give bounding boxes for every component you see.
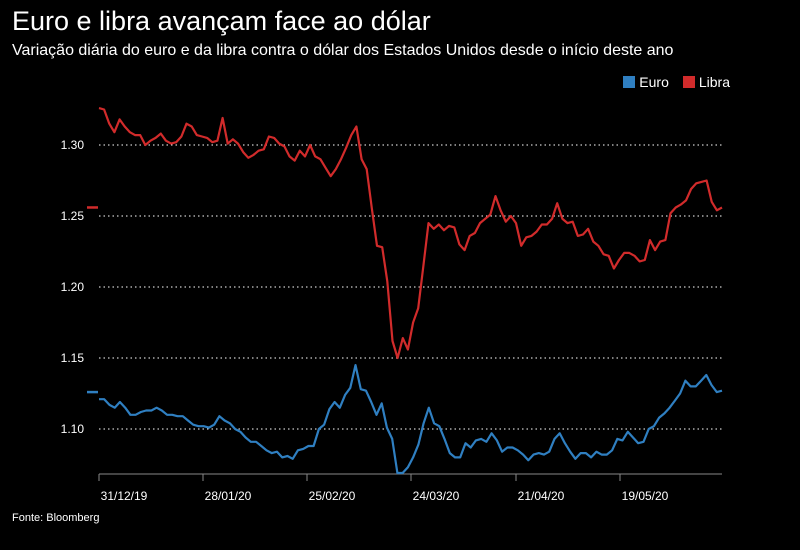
legend-item-libra: Libra bbox=[682, 74, 730, 90]
chart-subtitle: Variação diária do euro e da libra contr… bbox=[12, 42, 674, 59]
legend-swatch-euro bbox=[623, 76, 636, 88]
x-tick-label: 31/12/19 bbox=[101, 489, 148, 503]
y-tick-label: 1.25 bbox=[61, 209, 85, 223]
chart-title: Euro e libra avançam face ao dólar bbox=[12, 6, 431, 36]
x-tick-label: 28/01/20 bbox=[205, 489, 252, 503]
y-tick-label: 1.10 bbox=[61, 422, 85, 436]
legend-label-euro: Euro bbox=[639, 74, 669, 90]
legend-label-libra: Libra bbox=[698, 74, 730, 90]
chart-legend: Euro Libra bbox=[623, 74, 730, 90]
series-line-libra bbox=[98, 107, 723, 360]
x-tick-label: 24/03/20 bbox=[413, 489, 460, 503]
series-line-euro bbox=[99, 364, 723, 475]
x-tick-label: 25/02/20 bbox=[309, 489, 356, 503]
x-tick-label: 19/05/20 bbox=[622, 489, 669, 503]
legend-item-euro: Euro bbox=[623, 74, 669, 90]
y-tick-label: 1.20 bbox=[61, 280, 85, 294]
x-tick-label: 21/04/20 bbox=[518, 489, 565, 503]
y-tick-label: 1.15 bbox=[61, 351, 85, 365]
y-tick-label: 1.30 bbox=[61, 138, 85, 152]
source-note: Fonte: Bloomberg bbox=[12, 512, 100, 524]
legend-swatch-libra bbox=[682, 76, 695, 88]
